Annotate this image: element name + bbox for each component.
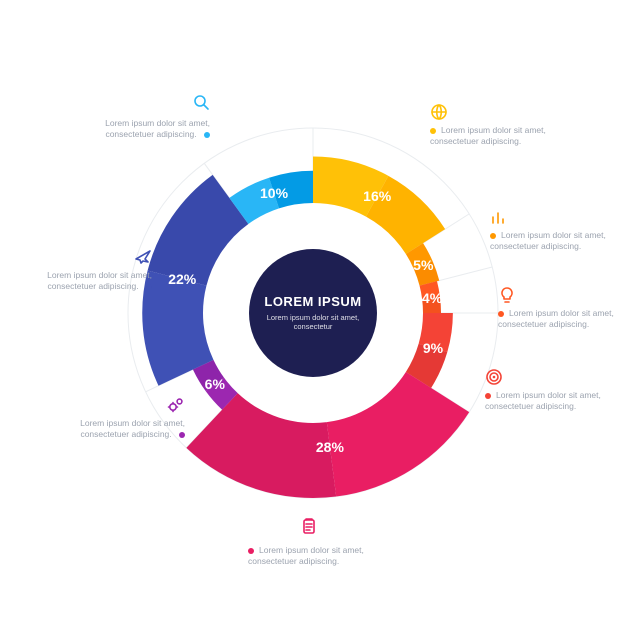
target-icon <box>485 368 503 386</box>
plane-icon <box>134 246 152 264</box>
clipboard-icon <box>300 517 318 535</box>
callout-text: Lorem ipsum dolor sit amet, consectetuer… <box>2 270 152 293</box>
gears-icon <box>167 396 185 414</box>
seg-28-b <box>186 393 336 498</box>
callout-text: Lorem ipsum dolor sit amet, consectetuer… <box>430 125 580 148</box>
callout-text: Lorem ipsum dolor sit amet, consectetuer… <box>490 230 626 253</box>
callout-seg-6: Lorem ipsum dolor sit amet, consectetuer… <box>35 418 185 441</box>
callout-seg-4: Lorem ipsum dolor sit amet, consectetuer… <box>498 308 626 331</box>
callout-seg-28: Lorem ipsum dolor sit amet, consectetuer… <box>248 545 398 568</box>
callout-seg-16: Lorem ipsum dolor sit amet, consectetuer… <box>430 125 580 148</box>
callout-seg-10: Lorem ipsum dolor sit amet, consectetuer… <box>60 118 210 141</box>
bulb-icon <box>498 286 516 304</box>
center-hub <box>249 249 377 377</box>
seg-22-b <box>148 175 249 286</box>
callout-text: Lorem ipsum dolor sit amet, consectetuer… <box>35 418 185 441</box>
globe-icon <box>430 103 448 121</box>
callout-text: Lorem ipsum dolor sit amet, consectetuer… <box>248 545 398 568</box>
bars-icon <box>490 208 508 226</box>
callout-seg-9: Lorem ipsum dolor sit amet, consectetuer… <box>485 390 626 413</box>
search-icon <box>192 93 210 111</box>
seg-4-b <box>422 297 441 313</box>
callout-seg-22: Lorem ipsum dolor sit amet, consectetuer… <box>2 270 152 293</box>
callout-seg-5: Lorem ipsum dolor sit amet, consectetuer… <box>490 230 626 253</box>
callout-text: Lorem ipsum dolor sit amet, consectetuer… <box>60 118 210 141</box>
infographic-stage: 16%5%4%9%28%6%22%10%LOREM IPSUMLorem ips… <box>0 0 626 626</box>
callout-text: Lorem ipsum dolor sit amet, consectetuer… <box>498 308 626 331</box>
callout-text: Lorem ipsum dolor sit amet, consectetuer… <box>485 390 626 413</box>
